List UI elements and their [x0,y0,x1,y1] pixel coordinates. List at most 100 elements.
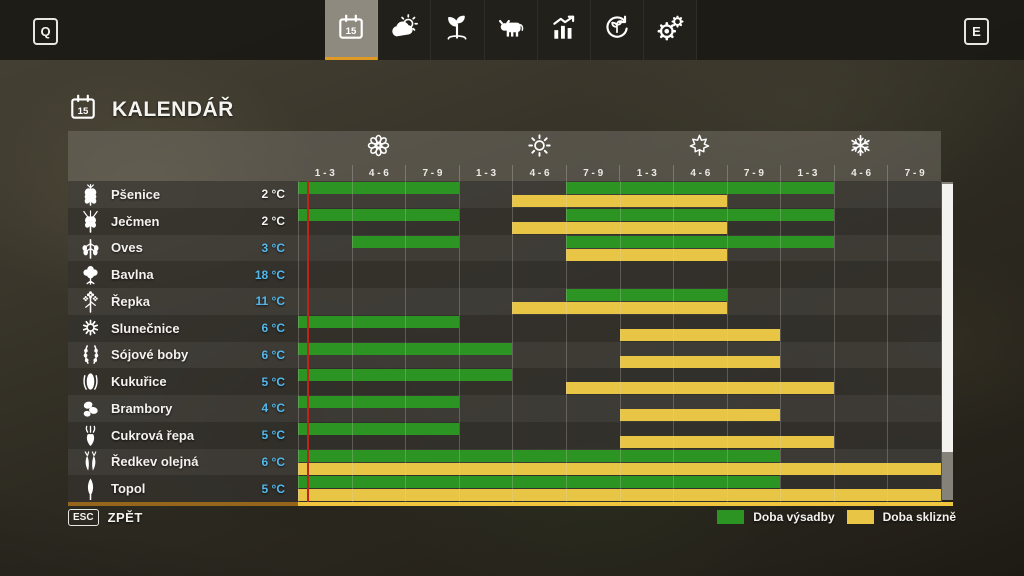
month-label: 1 - 3 [458,165,513,181]
header-spacer [68,131,298,181]
key-hint-e[interactable]: E [964,18,989,45]
table-row-oves[interactable]: Oves 3 °C [68,234,941,262]
crop-name: Oves [111,240,143,256]
sugarbeet-icon [77,424,103,447]
scrollbar-thumb[interactable] [942,184,953,452]
calendar-icon: 15 [336,13,366,48]
radish-icon [77,450,103,473]
back-label: ZPĚT [107,510,143,525]
crop-timeline [298,475,941,502]
season-autumn [620,131,781,165]
crop-label: Ječmen 2 °C [68,208,298,235]
legend-item-harvest: Doba sklizně [846,510,956,524]
table-row-s-jov-boby[interactable]: Sójové boby 6 °C [68,341,941,369]
season-winter [780,131,941,165]
esc-key-icon: ESC [68,509,99,526]
harvest-bar [298,489,941,502]
sprout-icon [442,13,472,48]
crop-temperature: 5 °C [261,374,285,389]
harvest-bar [565,248,727,261]
crop-timeline [298,208,941,235]
crop-temperature: 5 °C [261,428,285,443]
table-row-brambory[interactable]: Brambory 4 °C [68,395,941,422]
crop-label: Topol 5 °C [68,475,298,502]
stats-icon [549,13,579,48]
top-bar: Q 15 E [0,0,1024,60]
leaf-icon [687,133,712,163]
snowflake-icon [848,133,873,163]
crop-name: Sójové boby [111,347,189,363]
planting-bar [298,422,459,435]
tab-rotation[interactable] [590,0,645,60]
tab-animals[interactable] [484,0,538,60]
crop-timeline [298,422,941,449]
gear-icon [655,13,685,48]
crop-name: Brambory [111,400,173,416]
tab-calendar[interactable]: 15 [325,0,379,60]
planting-bar [298,315,459,328]
cycle-icon [602,13,632,48]
tab-settings[interactable] [644,0,698,60]
month-label: 7 - 9 [565,165,620,181]
table-row-je-men[interactable]: Ječmen 2 °C [68,207,941,235]
crop-timeline [298,288,941,315]
harvest-bar [619,435,834,448]
crop-label: Pšenice 2 °C [68,181,298,208]
table-row-topol[interactable]: Topol 5 °C [68,475,941,502]
soybean-icon [77,343,103,366]
poplar-icon [77,477,103,501]
cow-icon [496,13,526,48]
tab-crops[interactable] [431,0,485,60]
svg-text:15: 15 [346,25,357,36]
crop-name: Ředkev olejná [111,454,199,470]
table-row-slune-nice[interactable]: Slunečnice 6 °C [68,314,941,342]
month-label: 4 - 6 [673,165,727,181]
crop-timeline [298,395,941,422]
table-row--epka[interactable]: Řepka 11 °C [68,288,941,315]
scrollbar[interactable] [942,182,953,500]
crop-name: Pšenice [111,186,161,202]
flower-icon [366,133,391,163]
sun-icon [527,133,552,163]
harvest-swatch [846,510,874,524]
table-row-cukrov-epa[interactable]: Cukrová řepa 5 °C [68,421,941,449]
potato-icon [77,397,103,420]
back-button[interactable]: ESC ZPĚT [68,509,143,526]
month-label: 1 - 3 [314,167,335,179]
table-row--edkev-olejn-[interactable]: Ředkev olejná 6 °C [68,448,941,476]
crop-temperature: 6 °C [261,347,285,362]
crop-name: Ječmen [111,213,160,229]
rapeseed-icon [77,290,103,313]
planting-bar [298,369,513,382]
table-row-kuku-ice[interactable]: Kukuřice 5 °C [68,368,941,395]
key-hint-q[interactable]: Q [33,18,58,45]
crop-label: Řepka 11 °C [68,288,298,315]
planting-bar [298,182,459,194]
crop-label: Slunečnice 6 °C [68,315,298,342]
barley-icon [77,210,103,233]
tab-statistics[interactable] [537,0,591,60]
crop-timeline [298,342,941,369]
planting-bar [298,449,781,462]
planting-bar [565,235,834,248]
crop-label: Kukuřice 5 °C [68,368,298,395]
month-label: 1 - 3 [619,165,673,181]
crop-name: Topol [111,481,146,497]
tab-weather[interactable] [378,0,432,60]
crop-label: Oves 3 °C [68,235,298,262]
planting-bar [298,208,459,221]
month-label: 4 - 6 [351,165,406,181]
sunflower-icon [77,317,103,340]
crop-name: Bavlna [111,267,154,283]
crop-temperature: 5 °C [261,481,285,496]
harvest-bar [512,302,727,314]
crop-temperature: 6 °C [261,321,285,336]
harvest-bar [565,382,834,395]
crop-timeline [298,449,941,476]
table-row-p-enice[interactable]: Pšenice 2 °C [68,181,941,208]
table-bottom-border [68,502,953,506]
season-summer [459,131,620,165]
table-row-bavlna[interactable]: Bavlna 18 °C [68,261,941,288]
